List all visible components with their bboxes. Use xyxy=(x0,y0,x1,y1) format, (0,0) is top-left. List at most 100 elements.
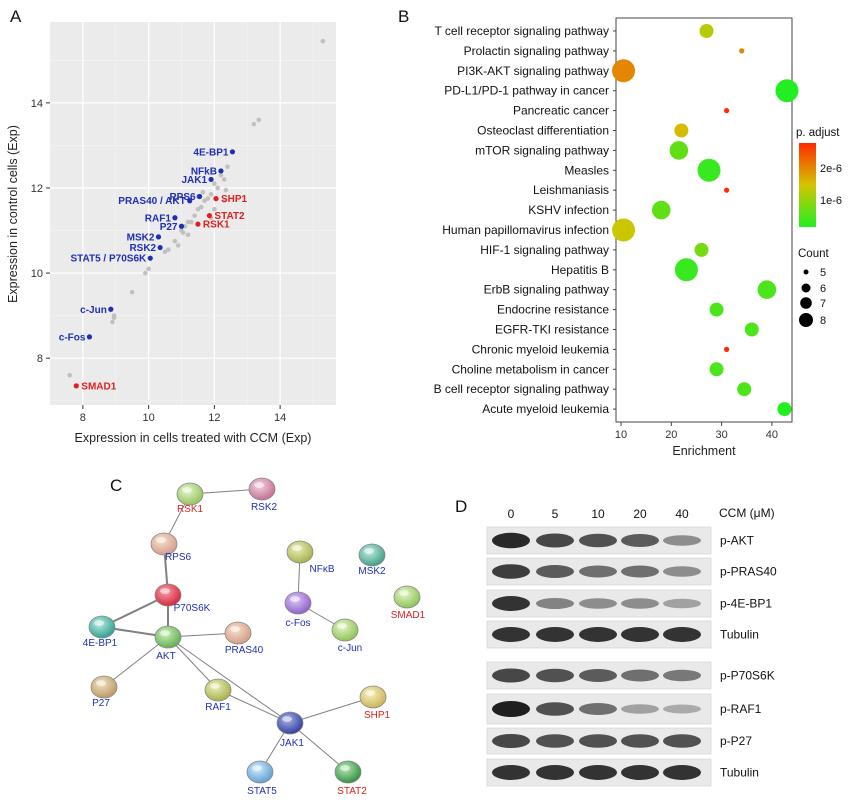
panel-b-dots xyxy=(612,24,799,417)
background-point xyxy=(162,249,168,255)
background-point xyxy=(198,204,204,210)
labeled-point xyxy=(195,221,201,227)
network-node-highlight xyxy=(94,620,104,626)
network-node xyxy=(284,591,312,615)
blot-band xyxy=(663,704,701,714)
network-node-highlight xyxy=(290,596,300,602)
blot-band xyxy=(579,734,617,748)
labeled-point xyxy=(206,213,213,219)
network-node xyxy=(246,760,274,784)
network-node-label: c-Jun xyxy=(338,643,362,654)
panel-b: B T cell receptor signaling pathway Prola… xyxy=(398,7,842,458)
network-node-label: RAF1 xyxy=(205,702,231,713)
enrichment-dot xyxy=(737,382,752,397)
network-node xyxy=(393,585,421,609)
blot-band xyxy=(621,565,659,578)
color-legend-bar xyxy=(799,143,816,227)
network-node-highlight xyxy=(254,482,264,488)
point-label: STAT5 / P70S6K xyxy=(70,254,147,265)
labeled-point xyxy=(196,193,203,200)
network-node-highlight xyxy=(252,765,262,771)
network-node-highlight xyxy=(182,487,192,493)
x-tick-label: 40 xyxy=(766,429,778,441)
pathway-term-label: mTOR signaling pathway xyxy=(475,143,609,157)
blot-band xyxy=(492,734,530,748)
background-point xyxy=(225,164,230,169)
color-legend-title: p. adjust xyxy=(796,127,840,139)
blot-band xyxy=(536,533,574,548)
panel-b-letter: B xyxy=(398,7,409,26)
background-point xyxy=(202,198,207,204)
background-point xyxy=(111,315,117,321)
network-node-label: P27 xyxy=(92,698,110,709)
enrichment-dot xyxy=(724,346,730,352)
point-label: JAK1 xyxy=(182,175,208,186)
enrichment-dot xyxy=(709,302,724,317)
background-point xyxy=(223,187,229,193)
network-node-highlight xyxy=(210,683,220,689)
blot-band xyxy=(579,669,617,682)
blot-band xyxy=(536,734,574,748)
point-label: RAF1 xyxy=(145,213,172,224)
network-node-label: c-Fos xyxy=(286,618,311,629)
network-node-highlight xyxy=(292,545,302,551)
background-point xyxy=(200,189,206,195)
color-legend-label-high: 2e-6 xyxy=(820,163,842,175)
labeled-point xyxy=(86,334,93,340)
panel-b-term-labels: T cell receptor signaling pathway Prolact… xyxy=(434,24,610,416)
size-legend-dot-6 xyxy=(801,283,811,293)
point-label: MSK2 xyxy=(127,232,155,243)
background-point xyxy=(251,121,257,127)
size-legend-label-5: 5 xyxy=(820,267,826,279)
labeled-point xyxy=(73,383,79,389)
network-node-label: RSK1 xyxy=(177,504,204,515)
enrichment-dot xyxy=(775,79,799,103)
y-tick-label: 14 xyxy=(31,98,43,110)
size-legend-dot-7 xyxy=(800,297,812,309)
point-label: c-Fos xyxy=(59,332,86,343)
pathway-term-label: Chronic myeloid leukemia xyxy=(472,342,610,356)
blot-band xyxy=(579,598,617,609)
blot-band xyxy=(536,668,574,683)
network-edge xyxy=(289,722,349,773)
network-node-highlight xyxy=(156,537,166,543)
blot-band xyxy=(579,565,617,578)
background-point xyxy=(146,266,151,272)
panel-a-background-points xyxy=(67,38,326,378)
size-legend-title: Count xyxy=(798,248,829,260)
blot-band xyxy=(621,669,659,682)
network-node-label: JAK1 xyxy=(280,738,304,749)
concentration-label: 10 xyxy=(591,507,605,521)
background-point xyxy=(215,185,220,191)
size-legend-dot-8 xyxy=(799,313,813,327)
blot-band xyxy=(536,627,574,642)
blot-band xyxy=(492,532,530,549)
pathway-term-label: Leishmaniasis xyxy=(533,183,609,197)
labeled-point xyxy=(218,168,224,174)
color-legend-label-low: 1e-6 xyxy=(820,195,842,207)
blot-band xyxy=(663,598,701,609)
point-label: SHP1 xyxy=(221,194,248,205)
pathway-term-label: T cell receptor signaling pathway xyxy=(434,24,609,38)
background-point xyxy=(218,172,224,178)
labeled-point xyxy=(155,234,162,240)
pathway-term-label: Choline metabolism in cancer xyxy=(452,362,609,376)
x-tick-label: 8 xyxy=(80,412,86,424)
panel-d-letter: D xyxy=(455,497,467,516)
blot-label: p-AKT xyxy=(720,534,755,548)
point-label: STAT2 xyxy=(214,211,245,222)
blot-band xyxy=(492,564,530,579)
size-legend-label-7: 7 xyxy=(820,298,826,310)
background-point xyxy=(195,206,201,212)
panel-a-x-axis-label: Expression in cells treated with CCM (Ex… xyxy=(75,431,312,445)
enrichment-dot xyxy=(724,108,730,114)
network-node-highlight xyxy=(337,623,347,629)
y-tick-label: 12 xyxy=(31,183,43,195)
pathway-term-label: Osteoclast differentiation xyxy=(477,124,609,138)
background-point xyxy=(175,243,181,248)
network-node xyxy=(224,621,252,645)
blot-band xyxy=(621,627,659,642)
concentration-label: 20 xyxy=(633,507,647,521)
blot-label: p-4E-BP1 xyxy=(720,597,772,611)
